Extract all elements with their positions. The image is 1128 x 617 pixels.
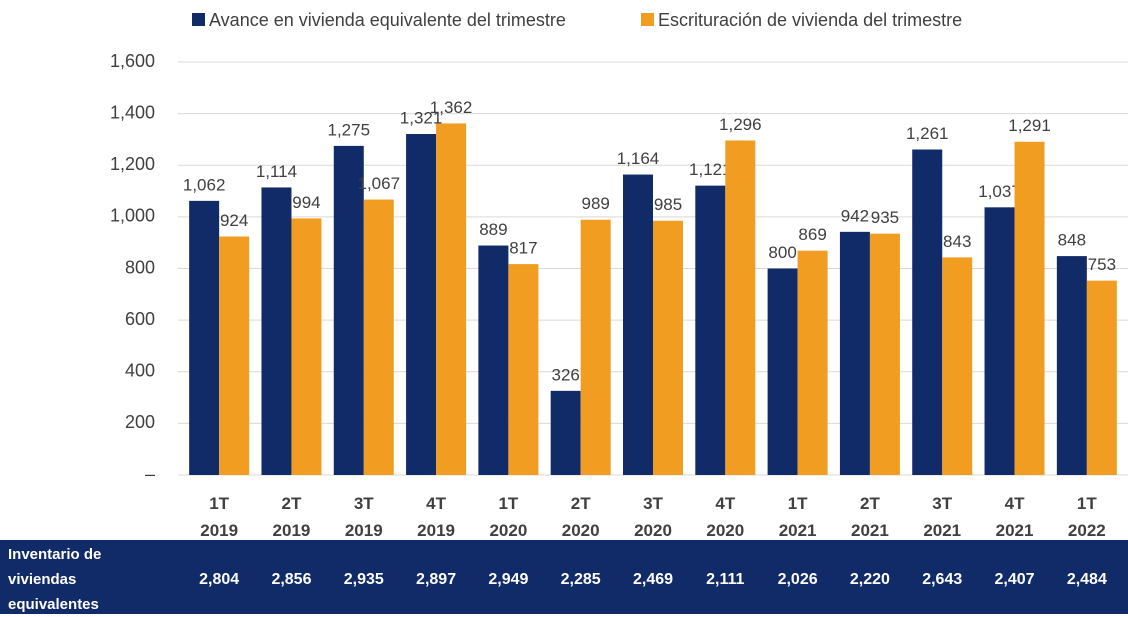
x-tick-label: 2T 2019: [273, 494, 311, 540]
value-label: 1,067: [357, 174, 400, 193]
value-label: 800: [768, 243, 796, 262]
x-tick-label: 2T 2021: [851, 494, 889, 540]
table-value: 2,949: [488, 571, 528, 588]
bar: [725, 140, 756, 475]
value-label: 817: [509, 239, 537, 258]
y-tick-label: 800: [125, 257, 155, 277]
x-tick-label: 4T 2019: [417, 494, 455, 540]
x-tick-label: 4T 2021: [996, 494, 1034, 540]
value-label: 1,121: [689, 160, 732, 179]
value-label: 985: [654, 195, 682, 214]
bar: [436, 123, 467, 475]
bar: [219, 236, 250, 475]
bar: [984, 207, 1015, 475]
bar: [406, 134, 437, 475]
x-tick-label: 1T 2020: [489, 494, 527, 540]
table-value: 2,285: [561, 571, 601, 588]
table-value: 2,220: [850, 571, 890, 588]
x-tick-label: 4T 2020: [706, 494, 744, 540]
value-label: 1,296: [719, 115, 762, 134]
y-tick-label: 1,000: [110, 206, 155, 226]
value-label: 1,291: [1008, 116, 1051, 135]
value-label: 848: [1058, 231, 1086, 250]
y-tick-label: 1,600: [110, 51, 155, 71]
bar: [189, 200, 220, 475]
value-label: 1,261: [906, 124, 949, 143]
bar: [942, 257, 973, 475]
value-label: 1,114: [256, 162, 297, 181]
table-label: Inventario de viviendas equivalentes: [8, 546, 102, 613]
table-value: 2,897: [416, 571, 456, 588]
value-label: 889: [479, 220, 507, 239]
table-value: 2,407: [995, 571, 1035, 588]
y-tick-label: 200: [125, 412, 155, 432]
table-value: 2,026: [778, 571, 818, 588]
value-label: 1,062: [183, 175, 226, 194]
bar: [291, 218, 322, 475]
legend-swatch: [192, 13, 205, 26]
y-tick-label: 600: [125, 309, 155, 329]
value-label: 1,037: [978, 182, 1021, 201]
bar: [1014, 141, 1045, 475]
bar: [261, 187, 292, 476]
x-tick-label: 1T 2021: [779, 494, 817, 540]
bar: [839, 231, 870, 475]
table-band: [0, 540, 1128, 614]
bar: [1086, 280, 1117, 475]
value-label: 1,275: [327, 120, 370, 139]
value-label: 1,321: [400, 109, 443, 128]
y-tick-label: 1,200: [110, 154, 155, 174]
bar: [550, 390, 581, 475]
table-value: 2,111: [706, 571, 744, 588]
value-label: 753: [1088, 255, 1116, 274]
y-tick-label: 1,400: [110, 102, 155, 122]
legend-label: Avance en vivienda equivalente del trime…: [209, 10, 566, 30]
bar: [580, 219, 611, 475]
x-tick-label: 3T 2021: [923, 494, 961, 540]
bar: [478, 245, 509, 475]
value-label: 924: [220, 211, 248, 230]
bar: [869, 233, 900, 475]
bar: [1056, 256, 1087, 475]
x-tick-label: 1T 2022: [1068, 494, 1106, 540]
x-tick-label: 1T 2019: [200, 494, 238, 540]
value-label: 326: [552, 365, 580, 384]
table-value: 2,469: [633, 571, 673, 588]
y-tick-label: 400: [125, 361, 155, 381]
bar: [912, 149, 943, 475]
bar: [333, 145, 364, 475]
bar: [797, 250, 828, 475]
value-label: 994: [292, 193, 320, 212]
bar: [363, 199, 394, 475]
value-label: 869: [798, 225, 826, 244]
bar: [695, 185, 726, 475]
table-value: 2,856: [271, 571, 311, 588]
table-value: 2,643: [922, 571, 962, 588]
value-label: 1,362: [430, 98, 473, 117]
table-value: 2,935: [344, 571, 384, 588]
x-tick-label: 3T 2019: [345, 494, 383, 540]
value-label: 843: [943, 232, 971, 251]
x-tick-label: 2T 2020: [562, 494, 600, 540]
y-tick-label: –: [145, 464, 155, 484]
table-value: 2,484: [1067, 571, 1107, 588]
value-label: 942: [841, 206, 869, 225]
bar: [767, 268, 798, 475]
value-label: 935: [871, 208, 899, 227]
value-label: 1,164: [617, 149, 660, 168]
legend-label: Escrituración de vivienda del trimestre: [658, 10, 962, 30]
table-value: 2,804: [199, 571, 239, 588]
x-tick-label: 3T 2020: [634, 494, 672, 540]
legend-swatch: [641, 13, 654, 26]
bar: [653, 220, 683, 475]
bar: [508, 264, 539, 475]
value-label: 989: [582, 194, 610, 213]
bar: [623, 174, 653, 476]
